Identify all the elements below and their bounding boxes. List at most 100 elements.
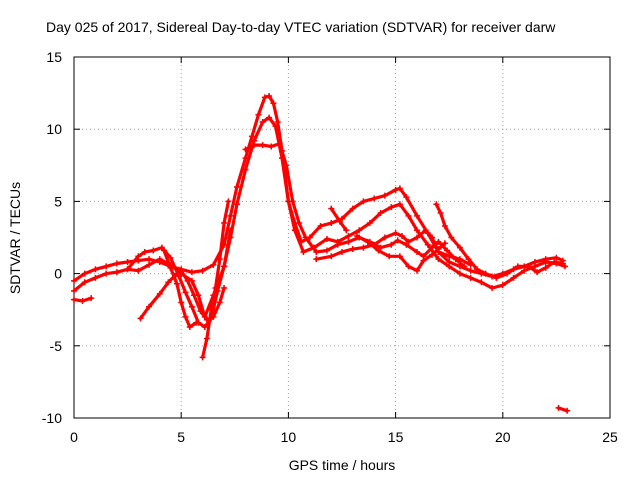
data-point-marker: [227, 227, 234, 234]
data-point-marker: [255, 111, 262, 118]
series-trace-b: [71, 114, 568, 320]
data-point-marker: [542, 259, 549, 266]
data-point-marker: [317, 222, 324, 229]
data-point-marker: [478, 279, 485, 286]
data-point-marker: [221, 263, 228, 270]
data-point-marker: [291, 227, 298, 234]
data-point-marker: [274, 118, 281, 125]
data-point-marker: [113, 269, 120, 276]
data-point-marker: [364, 238, 371, 245]
data-point-marker: [474, 266, 481, 273]
data-point-marker: [467, 274, 474, 281]
series-trace-h: [242, 140, 468, 270]
data-point-marker: [435, 238, 442, 245]
data-point-marker: [328, 220, 335, 227]
data-point-marker: [199, 267, 206, 274]
data-point-marker: [493, 274, 500, 281]
data-point-marker: [555, 404, 562, 411]
data-point-marker: [336, 218, 343, 225]
y-axis-label: SDTVAR / TECUs: [7, 182, 23, 294]
data-point-marker: [193, 319, 200, 326]
data-point-marker: [242, 146, 249, 153]
data-point-marker: [388, 204, 395, 211]
data-point-marker: [71, 287, 77, 294]
series-trace-l: [328, 205, 350, 234]
data-point-marker: [150, 247, 157, 254]
data-point-marker: [429, 234, 436, 241]
data-point-marker: [396, 201, 403, 208]
data-point-marker: [414, 212, 421, 219]
data-point-marker: [135, 267, 142, 274]
data-point-marker: [356, 227, 363, 234]
data-point-marker: [141, 248, 148, 255]
data-point-marker: [354, 233, 361, 240]
data-point-marker: [178, 267, 185, 274]
data-point-marker: [233, 201, 240, 208]
data-point-marker: [467, 267, 474, 274]
data-point-marker: [542, 264, 549, 271]
data-point-marker: [221, 220, 228, 227]
data-point-marker: [124, 259, 131, 266]
data-series: [71, 92, 571, 414]
data-point-marker: [405, 263, 412, 270]
data-point-marker: [514, 263, 521, 270]
y-tick-label: 0: [54, 266, 62, 282]
data-point-marker: [414, 267, 421, 274]
series-trace-d: [137, 267, 228, 323]
series-trace-i: [313, 227, 474, 268]
series-trace-e: [124, 227, 234, 331]
data-point-marker: [272, 123, 279, 130]
data-point-marker: [334, 241, 341, 248]
data-point-marker: [242, 166, 249, 173]
data-point-marker: [188, 303, 195, 310]
plot-frame: [73, 56, 611, 419]
data-point-marker: [559, 260, 566, 267]
data-point-marker: [345, 238, 352, 245]
data-point-marker: [328, 253, 335, 260]
data-point-marker: [124, 266, 131, 273]
data-point-marker: [371, 195, 378, 202]
data-point-marker: [259, 142, 266, 149]
data-point-marker: [146, 303, 153, 310]
data-point-marker: [296, 220, 303, 227]
x-tick-label: 15: [388, 429, 404, 445]
data-point-marker: [444, 247, 451, 254]
x-tick-label: 25: [602, 429, 618, 445]
data-point-marker: [156, 290, 163, 297]
data-point-marker: [396, 253, 403, 260]
y-tick-label: 10: [46, 121, 62, 137]
data-point-marker: [165, 279, 172, 286]
data-point-marker: [386, 253, 393, 260]
data-point-marker: [188, 269, 195, 276]
x-tick-label: 0: [70, 429, 78, 445]
data-point-marker: [381, 234, 388, 241]
data-point-marker: [420, 257, 427, 264]
data-point-marker: [381, 192, 388, 199]
data-point-marker: [201, 324, 208, 331]
data-point-marker: [429, 244, 436, 251]
data-point-marker: [302, 234, 309, 241]
data-point-marker: [146, 256, 153, 263]
data-point-marker: [81, 270, 88, 277]
data-point-marker: [113, 260, 120, 267]
series-trace-j: [354, 233, 448, 274]
data-point-marker: [456, 256, 463, 263]
data-point-marker: [504, 270, 511, 277]
data-point-marker: [482, 270, 489, 277]
data-point-marker: [216, 299, 223, 306]
data-point-marker: [212, 285, 219, 292]
data-point-marker: [328, 205, 335, 212]
data-point-marker: [339, 248, 345, 255]
data-point-marker: [531, 263, 538, 270]
data-point-marker: [233, 183, 240, 190]
data-point-marker: [248, 133, 255, 140]
data-point-marker: [103, 263, 110, 270]
data-point-marker: [92, 274, 99, 281]
data-point-marker: [103, 270, 110, 277]
y-tick-label: -10: [42, 410, 62, 426]
data-point-marker: [435, 256, 442, 263]
data-point-marker: [465, 256, 472, 263]
data-point-marker: [489, 285, 496, 292]
data-point-marker: [564, 407, 571, 414]
data-point-marker: [199, 354, 206, 361]
